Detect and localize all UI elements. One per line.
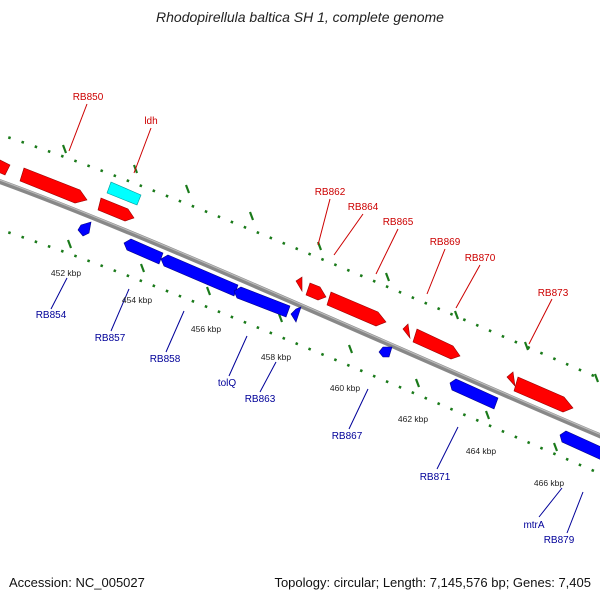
reverse-gene-labels: RB854 RB857 RB858 tolQ RB863 RB867 RB871… — [36, 310, 575, 546]
gene-rb862 — [305, 282, 327, 301]
label-mtra[interactable]: mtrA — [523, 520, 544, 531]
reverse-genes — [77, 221, 600, 460]
forward-gene-labels: RB850 ldh RB862 RB864 RB865 RB869 RB870 … — [73, 92, 569, 299]
upper-tick-ring — [0, 133, 600, 381]
gene-rb854 — [77, 221, 92, 237]
label-rb854[interactable]: RB854 — [36, 310, 67, 321]
scale-label: 462 kbp — [398, 414, 429, 424]
scale-label: 466 kbp — [534, 478, 565, 488]
gene-rb857 — [123, 238, 164, 265]
lower-tick-ring — [0, 228, 600, 476]
forward-label-lines — [68, 103, 553, 345]
gene-rb869 — [412, 328, 461, 360]
scale-labels: 452 kbp 454 kbp 456 kbp 458 kbp 460 kbp … — [51, 268, 565, 488]
gene-tolq — [233, 286, 291, 318]
label-rb870[interactable]: RB870 — [465, 253, 496, 264]
label-rb850[interactable]: RB850 — [73, 92, 104, 103]
lower-major-ticks — [66, 239, 559, 452]
gene-rb861 — [295, 276, 303, 293]
label-rb871[interactable]: RB871 — [420, 472, 451, 483]
label-rb862[interactable]: RB862 — [315, 187, 346, 198]
gene-rb864 — [326, 291, 387, 327]
scale-label: 464 kbp — [466, 446, 497, 456]
gene-rb866 — [402, 323, 411, 340]
upper-major-ticks — [61, 144, 600, 383]
genome-summary-text: Topology: circular; Length: 7,145,576 bp… — [274, 575, 591, 590]
gene-rb867 — [378, 346, 393, 358]
genome-backbone-highlight — [0, 179, 600, 435]
scale-label: 454 kbp — [122, 295, 153, 305]
label-rb869[interactable]: RB869 — [430, 237, 461, 248]
accession-text: Accession: NC_005027 — [9, 575, 145, 590]
label-ldh[interactable]: ldh — [144, 116, 157, 127]
map-title: Rhodopirellula baltica SH 1, complete ge… — [156, 9, 444, 25]
gene-rb858 — [160, 254, 239, 297]
gene-rb849 — [0, 159, 11, 176]
gene-rb852 — [97, 197, 135, 222]
label-rb864[interactable]: RB864 — [348, 202, 379, 213]
gene-rb872 — [506, 371, 516, 387]
reverse-label-lines — [50, 277, 584, 534]
label-rb873[interactable]: RB873 — [538, 288, 569, 299]
genome-backbone — [0, 178, 600, 439]
gene-rb873 — [513, 376, 574, 413]
label-rb867[interactable]: RB867 — [332, 431, 363, 442]
gene-rb871 — [449, 378, 499, 410]
gene-rb879 — [559, 430, 600, 460]
label-tolq[interactable]: tolQ — [218, 378, 237, 389]
scale-label: 452 kbp — [51, 268, 82, 278]
gene-rb863 — [290, 306, 302, 323]
gene-ldh-rna — [106, 181, 142, 206]
label-rb865[interactable]: RB865 — [383, 217, 414, 228]
forward-genes — [0, 159, 574, 413]
scale-label: 460 kbp — [330, 383, 361, 393]
label-rb879[interactable]: RB879 — [544, 535, 575, 546]
label-rb863[interactable]: RB863 — [245, 394, 276, 405]
scale-label: 458 kbp — [261, 352, 292, 362]
label-rb857[interactable]: RB857 — [95, 333, 126, 344]
scale-label: 456 kbp — [191, 324, 222, 334]
label-rb858[interactable]: RB858 — [150, 354, 181, 365]
gene-rb850 — [19, 167, 88, 204]
